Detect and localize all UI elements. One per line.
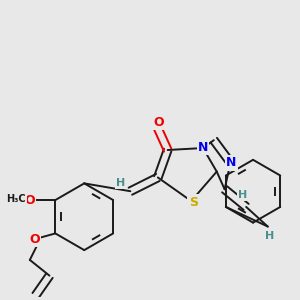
Text: H: H — [116, 178, 125, 188]
Text: O: O — [29, 233, 40, 246]
Text: O: O — [25, 194, 35, 207]
Text: S: S — [189, 196, 198, 208]
Text: O: O — [154, 116, 164, 129]
Text: H₃C: H₃C — [6, 194, 26, 204]
Text: H: H — [265, 231, 274, 242]
Text: H: H — [238, 190, 247, 200]
Text: N: N — [198, 141, 208, 154]
Text: N: N — [226, 156, 237, 169]
